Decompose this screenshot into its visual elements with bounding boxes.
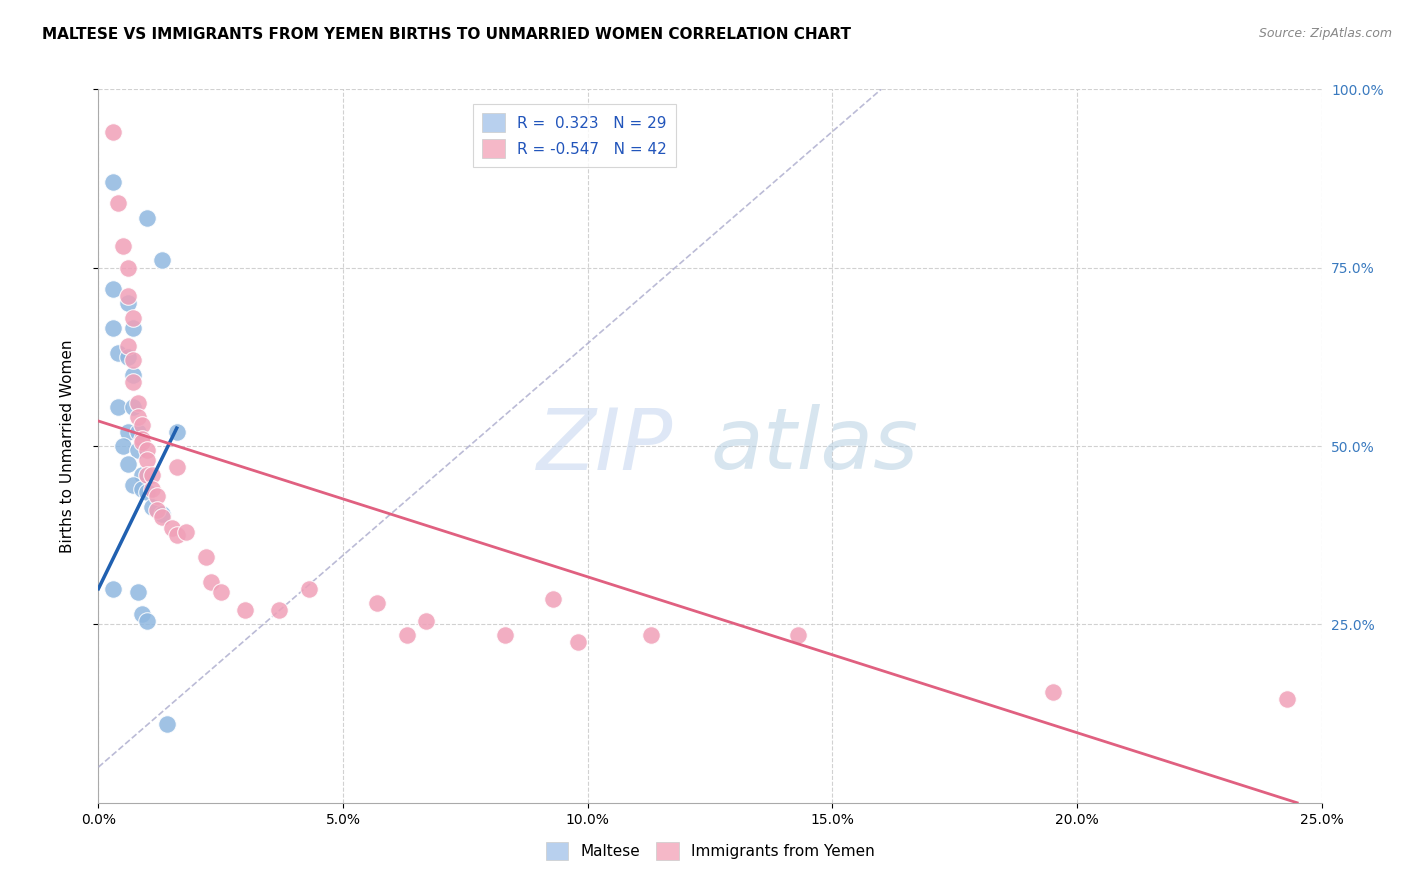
Text: MALTESE VS IMMIGRANTS FROM YEMEN BIRTHS TO UNMARRIED WOMEN CORRELATION CHART: MALTESE VS IMMIGRANTS FROM YEMEN BIRTHS … [42,27,851,42]
Text: atlas: atlas [710,404,918,488]
Point [131,607,153,621]
Point [101,282,124,296]
Point [131,417,153,432]
Point [136,442,159,457]
Point [117,296,139,310]
Point [101,321,124,335]
Point [136,211,159,225]
Point [101,582,124,596]
Point [121,353,143,368]
Point [166,460,188,475]
Point [150,253,173,268]
Point [395,628,418,642]
Point [107,346,129,360]
Point [366,596,388,610]
Point [127,410,149,425]
Point [107,196,129,211]
Point [146,489,169,503]
Point [101,175,124,189]
Point [166,425,188,439]
Point [146,503,169,517]
Point [787,628,810,642]
Point [141,467,163,482]
Point [121,478,143,492]
Point [136,614,159,628]
Point [117,350,139,364]
Point [233,603,256,617]
Point [131,482,153,496]
Point [117,260,139,275]
Point [494,628,516,642]
Point [117,339,139,353]
Point [127,442,149,457]
Point [269,603,291,617]
Point [127,585,149,599]
Point [150,507,173,521]
Point [117,457,139,471]
Point [131,432,153,446]
Point [298,582,321,596]
Point [117,425,139,439]
Text: Source: ZipAtlas.com: Source: ZipAtlas.com [1258,27,1392,40]
Point [160,521,183,535]
Point [101,125,124,139]
Point [195,549,218,564]
Point [117,289,139,303]
Point [127,396,149,410]
Point [567,635,589,649]
Point [1277,692,1299,706]
Point [150,510,173,524]
Point [121,368,143,382]
Point [136,485,159,500]
Point [176,524,198,539]
Point [141,500,163,514]
Point [415,614,437,628]
Point [111,439,134,453]
Point [141,482,163,496]
Point [131,435,153,450]
Legend: Maltese, Immigrants from Yemen: Maltese, Immigrants from Yemen [540,836,880,866]
Point [121,310,143,325]
Point [136,467,159,482]
Point [121,400,143,414]
Point [543,592,565,607]
Point [131,467,153,482]
Point [136,453,159,467]
Point [121,321,143,335]
Text: ZIP: ZIP [537,404,673,488]
Point [111,239,134,253]
Point [121,375,143,389]
Point [1042,685,1064,699]
Y-axis label: Births to Unmarried Women: Births to Unmarried Women [60,339,75,553]
Point [209,585,232,599]
Point [107,400,129,414]
Point [640,628,662,642]
Point [200,574,222,589]
Point [166,528,188,542]
Point [127,425,149,439]
Point [156,717,179,731]
